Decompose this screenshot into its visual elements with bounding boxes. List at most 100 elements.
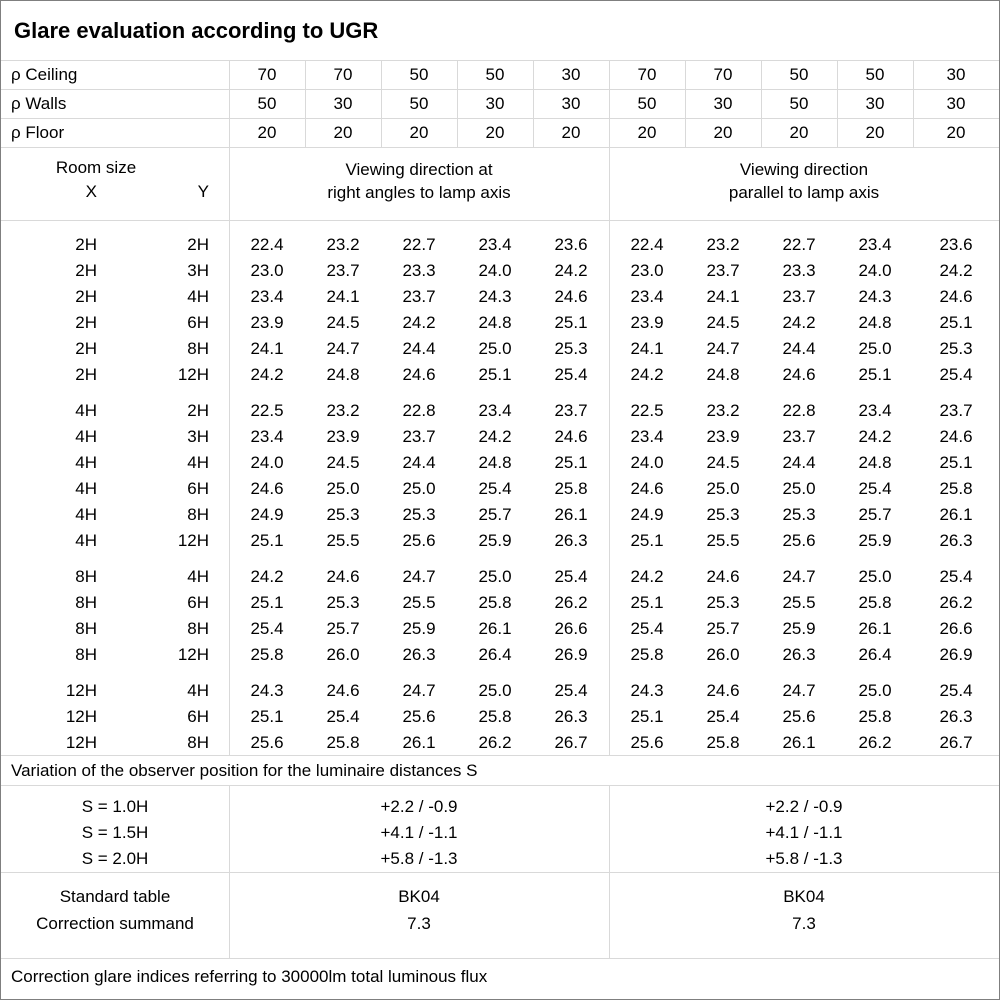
reflectance-value: 20 xyxy=(789,123,809,142)
ugr-value: 26.2 xyxy=(554,593,588,612)
room-x-value: 4H xyxy=(75,427,97,446)
reflectance-value: 50 xyxy=(637,94,657,113)
ugr-value: 24.3 xyxy=(630,681,664,700)
ugr-value: 24.4 xyxy=(402,339,436,358)
ugr-value: 24.8 xyxy=(858,313,892,332)
reflectance-value: 50 xyxy=(257,94,277,113)
ugr-value: 25.7 xyxy=(326,619,360,638)
room-y-value: 6H xyxy=(187,707,209,726)
reflectance-value: 70 xyxy=(333,65,353,84)
reflectance-value: 20 xyxy=(713,123,733,142)
ugr-value: 26.3 xyxy=(554,531,588,550)
ugr-value: 26.1 xyxy=(858,619,892,638)
observer-variation-note: Variation of the observer position for t… xyxy=(1,756,999,786)
standard-value: 7.3 xyxy=(792,914,816,933)
reflectance-value: 50 xyxy=(409,65,429,84)
ugr-value: 23.6 xyxy=(939,235,973,254)
ugr-value: 24.5 xyxy=(326,313,360,332)
grid-vline xyxy=(837,61,838,148)
room-x-value: 12H xyxy=(65,733,97,752)
ugr-value: 23.2 xyxy=(326,401,360,420)
ugr-value: 25.5 xyxy=(326,531,360,550)
ugr-row: 12H 4H 24.3 24.6 24.7 25.0 25.4 24.3 24.6 24.7 25.… xyxy=(1,678,999,704)
ugr-value: 24.4 xyxy=(782,453,816,472)
ugr-value: 24.1 xyxy=(326,287,360,306)
ugr-row: 8H 4H 24.2 24.6 24.7 25.0 25.4 24.2 24.6 24.7 25.0… xyxy=(1,564,999,590)
ugr-value: 24.2 xyxy=(478,427,512,446)
ugr-value: 23.0 xyxy=(630,261,664,280)
ugr-value: 24.7 xyxy=(782,567,816,586)
room-y-value: 12H xyxy=(177,645,209,664)
s-variation-value: +2.2 / -0.9 xyxy=(380,797,458,816)
ugr-value: 24.8 xyxy=(478,313,512,332)
ugr-value: 25.7 xyxy=(706,619,740,638)
reflectance-value: 50 xyxy=(485,65,505,84)
ugr-row: 2H 12H 24.2 24.8 24.6 25.1 25.4 24.2 24.8 24.6 25.… xyxy=(1,362,999,388)
ugr-row: 2H 6H 23.9 24.5 24.2 24.8 25.1 23.9 24.5 24.2 24.8… xyxy=(1,310,999,336)
ugr-value: 24.8 xyxy=(478,453,512,472)
y-column-header: Y xyxy=(197,182,209,201)
grid-vline xyxy=(229,61,230,148)
ugr-value: 25.0 xyxy=(706,479,740,498)
room-x-value: 8H xyxy=(75,567,97,586)
ugr-value: 24.8 xyxy=(858,453,892,472)
room-y-value: 6H xyxy=(187,593,209,612)
ugr-row: 2H 8H 24.1 24.7 24.4 25.0 25.3 24.1 24.7 24.4 25.0… xyxy=(1,336,999,362)
ugr-row: 4H 4H 24.0 24.5 24.4 24.8 25.1 24.0 24.5 24.4 24.8… xyxy=(1,450,999,476)
ugr-value: 25.6 xyxy=(402,531,436,550)
ugr-value: 23.4 xyxy=(250,427,284,446)
s-variation-value: +4.1 / -1.1 xyxy=(765,823,843,842)
ugr-value: 24.7 xyxy=(706,339,740,358)
ugr-row: 4H 2H 22.5 23.2 22.8 23.4 23.7 22.5 23.2 22.8 23.4… xyxy=(1,398,999,424)
s-distance-labels: S = 1.0H S = 1.5H S = 2.0H xyxy=(1,794,229,872)
ugr-value: 25.1 xyxy=(630,707,664,726)
ugr-value: 24.5 xyxy=(706,453,740,472)
ugr-value: 25.5 xyxy=(402,593,436,612)
ugr-value: 23.7 xyxy=(402,427,436,446)
ugr-value: 25.1 xyxy=(939,453,973,472)
ugr-block: 12H 4H 24.3 24.6 24.7 25.0 25.4 24.3 24.6 24.7 25.… xyxy=(1,678,999,756)
ugr-value: 25.4 xyxy=(554,567,588,586)
ugr-value: 26.2 xyxy=(478,733,512,752)
room-x-value: 2H xyxy=(75,365,97,384)
room-size-title: Room size xyxy=(55,158,137,177)
ugr-row: 2H 2H 22.4 23.2 22.7 23.4 23.6 22.4 23.2 22.7 23.4… xyxy=(1,232,999,258)
ugr-value: 23.9 xyxy=(706,427,740,446)
xy-header-row: X Y xyxy=(1,182,229,202)
grid-vline xyxy=(229,786,230,872)
ugr-value: 24.6 xyxy=(554,287,588,306)
reflectance-value: 50 xyxy=(865,65,885,84)
ugr-value: 25.8 xyxy=(630,645,664,664)
room-x-value: 8H xyxy=(75,645,97,664)
ugr-value: 23.9 xyxy=(326,427,360,446)
standard-values-left: BK04 7.3 xyxy=(229,883,609,958)
reflectance-value: 30 xyxy=(946,65,966,84)
grid-vline xyxy=(761,61,762,148)
ugr-value: 24.1 xyxy=(706,287,740,306)
ugr-value: 25.0 xyxy=(782,479,816,498)
ugr-value: 23.0 xyxy=(250,261,284,280)
room-x-value: 4H xyxy=(75,401,97,420)
ugr-value: 24.8 xyxy=(326,365,360,384)
ugr-value: 24.6 xyxy=(706,681,740,700)
ugr-value: 25.9 xyxy=(402,619,436,638)
room-y-value: 8H xyxy=(187,505,209,524)
ugr-value: 25.8 xyxy=(478,593,512,612)
ugr-value: 23.4 xyxy=(630,287,664,306)
ugr-value: 25.1 xyxy=(554,313,588,332)
ugr-value: 25.4 xyxy=(706,707,740,726)
room-x-value: 4H xyxy=(75,453,97,472)
ugr-value: 23.7 xyxy=(939,401,973,420)
ugr-value: 23.2 xyxy=(706,401,740,420)
ugr-row: 4H 8H 24.9 25.3 25.3 25.7 26.1 24.9 25.3 25.3 25.7… xyxy=(1,502,999,528)
room-y-value: 2H xyxy=(187,401,209,420)
ugr-value: 23.4 xyxy=(478,235,512,254)
s-variation-value: +2.2 / -0.9 xyxy=(765,797,843,816)
ugr-value: 26.9 xyxy=(554,645,588,664)
ugr-value: 25.0 xyxy=(858,681,892,700)
ugr-value: 25.0 xyxy=(326,479,360,498)
ugr-value: 22.4 xyxy=(250,235,284,254)
ugr-value: 22.7 xyxy=(402,235,436,254)
ugr-value: 24.2 xyxy=(250,567,284,586)
